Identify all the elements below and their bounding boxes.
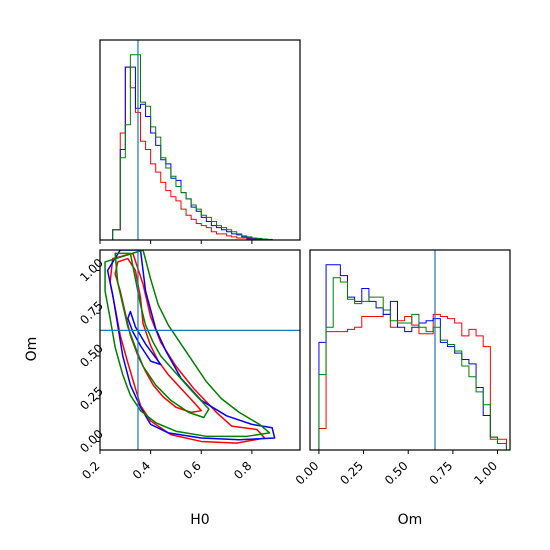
contour-series-1-level-0: [127, 310, 162, 366]
contour-series-0-level-1: [109, 252, 266, 444]
y-axis-om-tick-label: 0.75: [77, 298, 106, 327]
y-axis-om-tick-label: 1.00: [77, 256, 106, 285]
hist-h0-frame: [99, 39, 301, 241]
hist-om-series-0: [318, 313, 507, 450]
hist-om-series-1: [318, 264, 507, 450]
panel-2d-frame: [99, 249, 301, 451]
panel-hist-om: 0.00 0.25 0.50 0.75 1.00: [293, 249, 511, 488]
panel-hist-h0: [99, 39, 301, 244]
hist-h0-series-2: [100, 54, 300, 240]
panel-2d-h0-om: 0.2 0.4 0.6 0.8 0.00 0.25 0.50 0.75 1.00: [77, 249, 301, 482]
x-axis-om-tick-label: 0.75: [427, 459, 456, 488]
y-axis-om-tick-label: 0.00: [77, 427, 106, 456]
y-axis-om-tick-label: 0.50: [77, 341, 106, 370]
x-axis-om-tick-label: 0.25: [337, 459, 366, 488]
x-axis-label-om: Om: [398, 512, 423, 528]
x-axis-h0-tick-label: 0.2: [79, 459, 102, 482]
x-axis-om-tick-label: 1.00: [471, 459, 500, 488]
x-axis-h0-tick-label: 0.6: [180, 459, 203, 482]
y-axis-om-tick-label: 0.25: [77, 384, 106, 413]
y-axis-label-om: Om: [24, 337, 40, 362]
x-axis-om-tick-label: 0.50: [382, 459, 411, 488]
x-axis-h0-tick-label: 0.4: [130, 459, 153, 482]
x-axis-label-h0: H0: [190, 512, 209, 528]
contour-series-1-level-1: [106, 250, 276, 441]
contour-series-2-level-1: [104, 250, 271, 438]
hist-om-frame: [309, 249, 511, 451]
x-axis-h0-tick-label: 0.8: [231, 459, 254, 482]
hist-om-series-2: [318, 277, 507, 450]
x-axis-om-tick-label: 0.00: [293, 459, 322, 488]
